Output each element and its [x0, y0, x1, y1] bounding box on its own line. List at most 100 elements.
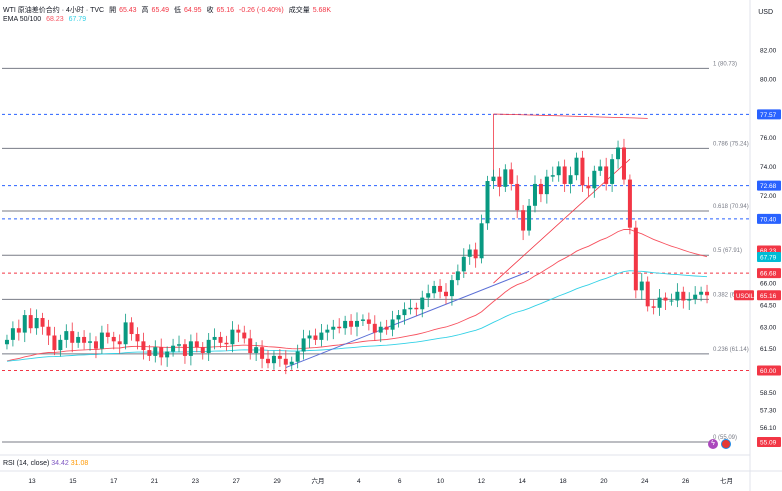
- ema100-line: [6, 270, 708, 362]
- candle-body: [675, 291, 680, 301]
- candle-body: [70, 331, 75, 343]
- y-tick-label: 63.00: [760, 324, 777, 331]
- rsi-value-1: 34.42: [51, 460, 69, 467]
- high-value: 65.49: [151, 7, 170, 14]
- x-tick-label: 18: [559, 478, 567, 485]
- fib-label: 0 (55.09): [713, 435, 737, 441]
- candle-body: [355, 320, 359, 327]
- x-tick-label: 23: [192, 478, 200, 485]
- candle-body: [76, 336, 81, 343]
- candle-body: [633, 227, 638, 291]
- fib-label: 0.618 (70.94): [713, 204, 749, 210]
- candle-body: [337, 326, 342, 329]
- candle-body: [657, 297, 662, 308]
- candle-body: [604, 166, 609, 184]
- candle-body: [687, 299, 692, 301]
- candle-body: [34, 318, 39, 329]
- candle-body: [699, 291, 704, 295]
- candle-body: [420, 297, 425, 310]
- x-tick-label: 29: [273, 478, 281, 485]
- x-tick-label: 24: [641, 478, 649, 485]
- candle-body: [515, 183, 520, 211]
- candle-body: [242, 332, 247, 339]
- price-tag-bg: [757, 365, 781, 376]
- candle-body: [568, 175, 573, 184]
- fib-label: 0.382 (64.88): [713, 292, 749, 298]
- candle-body: [580, 157, 585, 186]
- flag-icon[interactable]: [721, 439, 731, 449]
- candle-body: [88, 341, 93, 343]
- symbol-title: WTI 原油差价合约 · 4小时 · TVC: [3, 7, 105, 14]
- candle-body: [455, 271, 460, 281]
- candle-body: [147, 350, 152, 356]
- price-tag: 68.23: [760, 248, 777, 255]
- candle-body: [592, 170, 597, 189]
- alert-icon[interactable]: ϟ: [708, 439, 718, 449]
- low-value: 64.95: [184, 7, 202, 14]
- open-label: 開: [109, 7, 117, 14]
- candle-body: [277, 355, 282, 359]
- x-tick-label: 17: [110, 478, 118, 485]
- candle-body: [349, 320, 354, 327]
- candle-body: [693, 294, 698, 300]
- candle-body: [52, 335, 57, 351]
- candle-body: [182, 344, 187, 356]
- candle-body: [360, 319, 365, 321]
- trend-lines: [285, 113, 648, 369]
- candle-body: [467, 249, 472, 257]
- candle-body: [610, 159, 615, 184]
- open-value: 65.43: [119, 7, 137, 14]
- candle-body: [651, 306, 656, 308]
- candle-body: [574, 157, 579, 176]
- candles: [4, 138, 710, 375]
- candle-body: [82, 336, 87, 343]
- price-tag-bg: [757, 290, 781, 301]
- ema50-value: 68.23: [46, 16, 64, 23]
- candle-body: [556, 166, 561, 176]
- uptrend-line: [285, 270, 530, 369]
- candle-body: [22, 315, 27, 333]
- x-tick-label: 15: [69, 478, 77, 485]
- x-tick-label: 七月: [720, 476, 733, 485]
- candle-body: [366, 319, 371, 324]
- candle-body: [254, 347, 259, 353]
- candle-body: [384, 326, 389, 330]
- candle-body: [521, 210, 526, 231]
- candle-body: [141, 341, 146, 351]
- candle-body: [260, 347, 265, 359]
- candle-body: [438, 285, 443, 292]
- y-tick-label: 61.50: [760, 346, 777, 353]
- candle-body: [129, 322, 134, 335]
- y-tick-label: 66.00: [760, 281, 777, 288]
- currency-label: USD: [758, 9, 773, 16]
- price-tag: 67.79: [760, 254, 777, 261]
- candle-body: [343, 320, 348, 329]
- candle-body: [123, 322, 128, 345]
- ema-label: EMA 50/100: [3, 16, 42, 23]
- candle-body: [669, 300, 674, 302]
- x-tick-label: 6: [398, 478, 402, 485]
- x-tick-label: 12: [478, 478, 486, 485]
- candle-body: [230, 329, 235, 345]
- rsi-legend: RSI (14, close) 34.42 31.08: [3, 460, 88, 467]
- candle-body: [414, 307, 419, 310]
- price-tag-bg: [757, 180, 781, 191]
- candle-body: [432, 285, 437, 294]
- y-tick-label: 64.50: [760, 302, 777, 309]
- y-tick-label: 72.00: [760, 193, 777, 200]
- x-tick-label: 27: [233, 478, 241, 485]
- candle-body: [188, 341, 193, 356]
- candle-body: [402, 309, 407, 316]
- candle-body: [236, 329, 241, 333]
- candle-body: [212, 336, 217, 340]
- price-tag-bg: [757, 268, 781, 279]
- fib-label: 0.5 (67.91): [713, 248, 742, 254]
- candle-body: [206, 339, 211, 353]
- candle-body: [4, 339, 9, 345]
- close-value: 65.16: [216, 7, 235, 14]
- candle-body: [307, 335, 312, 339]
- price-tag: 70.40: [760, 216, 777, 223]
- x-tick-label: 13: [28, 478, 36, 485]
